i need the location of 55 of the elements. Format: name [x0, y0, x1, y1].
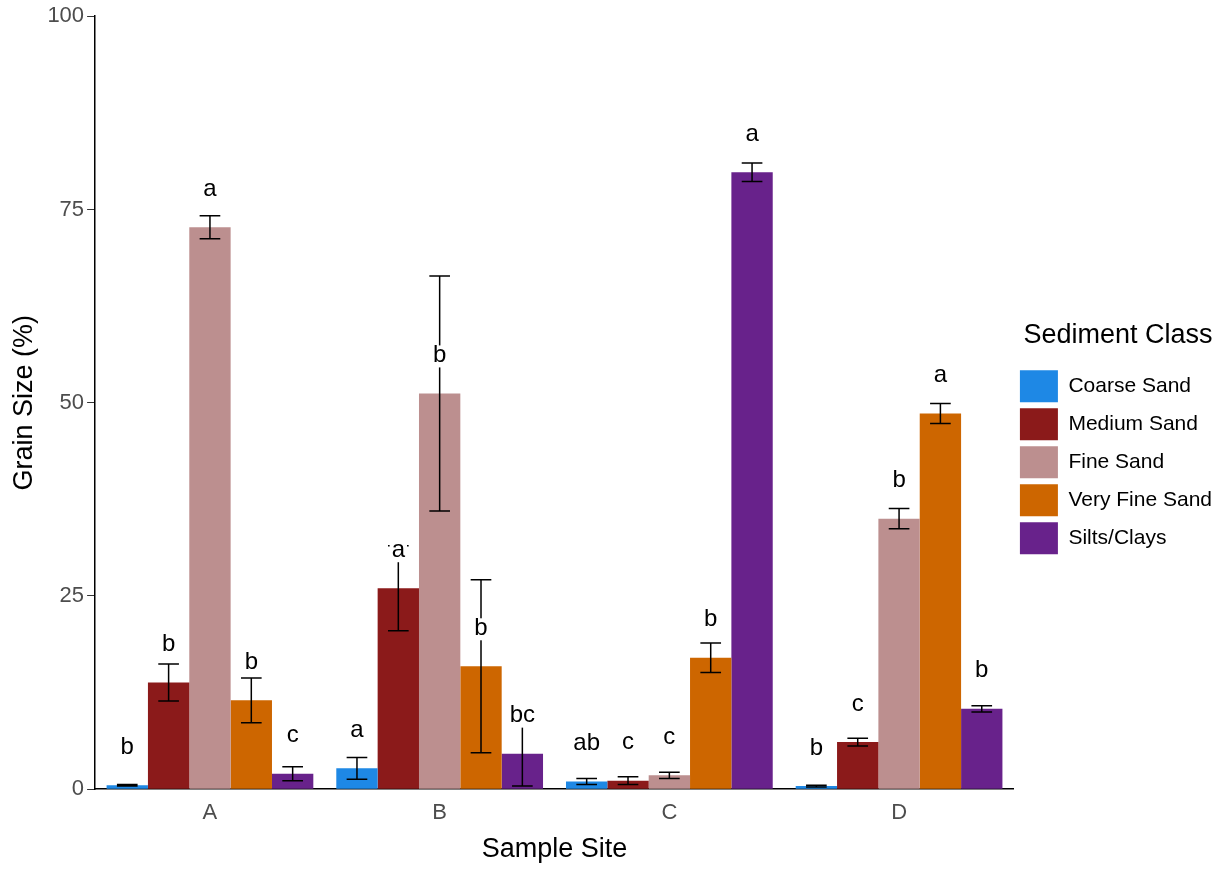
data-label: b [120, 731, 134, 759]
legend-label: Fine Sand [1068, 449, 1165, 472]
y-tick-label: 25 [59, 582, 85, 608]
data-label: b [704, 604, 718, 632]
data-label: a [391, 534, 406, 562]
bar [418, 393, 461, 789]
bar [690, 657, 732, 789]
data-label: bc [509, 700, 536, 728]
data-label: b [161, 629, 176, 657]
data-label: c [286, 720, 299, 748]
x-tick-label: C [661, 799, 678, 825]
data-label: c [622, 727, 635, 755]
bar [837, 742, 879, 789]
bar [919, 413, 962, 789]
y-tick-label: 75 [59, 195, 85, 221]
legend-label: Coarse Sand [1068, 373, 1191, 396]
bar [501, 753, 544, 789]
data-label: c [663, 721, 676, 749]
x-tick-label: D [891, 799, 908, 825]
data-label: b [975, 655, 989, 683]
bar [731, 172, 773, 789]
bar [377, 588, 419, 789]
data-label: b [244, 646, 258, 674]
bar [271, 773, 314, 789]
bar [460, 666, 502, 789]
data-label: b [432, 340, 447, 368]
legend-label: Very Fine Sand [1068, 487, 1213, 510]
bar [878, 518, 920, 789]
bar [566, 781, 608, 789]
data-label: b [892, 465, 906, 493]
data-label: a [350, 714, 365, 742]
y-tick-label: 100 [47, 2, 85, 28]
bar [648, 775, 691, 789]
data-label: ab [573, 728, 601, 756]
data-label: a [203, 173, 218, 201]
legend-title: Sediment Class [1023, 318, 1213, 349]
x-axis-title: Sample Site [481, 833, 628, 864]
y-tick-label: 0 [71, 775, 85, 801]
bar [607, 780, 649, 789]
data-label: a [933, 360, 948, 388]
data-label: a [745, 118, 760, 146]
legend-label: Silts/Clays [1068, 525, 1167, 548]
x-tick-label: B [432, 799, 447, 825]
bar [189, 227, 231, 789]
bar [230, 700, 272, 789]
data-label: b [474, 612, 488, 640]
bar [147, 682, 190, 789]
bar [336, 768, 378, 789]
y-axis-title: Grain Size (%) [7, 314, 38, 491]
legend-label: Medium Sand [1068, 411, 1198, 434]
y-tick-label: 50 [59, 388, 85, 414]
data-label: c [851, 688, 864, 716]
bar [961, 708, 1003, 789]
data-label: b [809, 732, 824, 760]
x-tick-label: A [202, 799, 218, 825]
